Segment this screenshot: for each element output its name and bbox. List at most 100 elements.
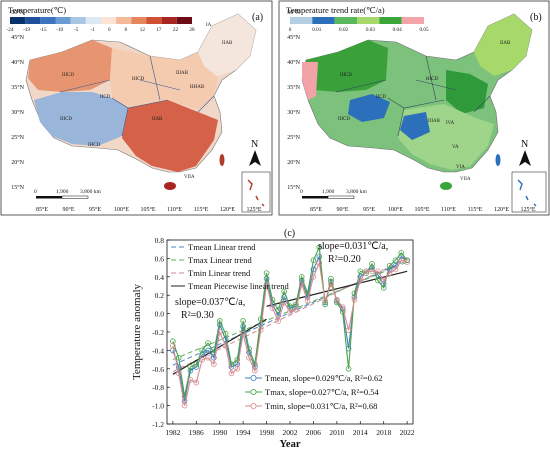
series-legend-marker: [250, 374, 257, 381]
panel_b-lat-label: 25°N: [287, 134, 300, 141]
panel-b-tarim: [348, 94, 390, 122]
panel_a-colorbar-tick: 17: [156, 27, 162, 33]
panel-b-scale-2: 3,800 km: [346, 189, 368, 195]
panel-b-hainan: [440, 182, 452, 190]
data-point: [222, 342, 229, 349]
data-point: [170, 342, 176, 349]
data-point: [386, 262, 393, 269]
y-axis: -1.2 -1.0 -0.8 -0.6 -0.4 -0.2 0.0 0.2 0.4 0.6 0.8: [152, 236, 170, 429]
panel_b-lat-label: 50°N: [287, 9, 300, 16]
panel-b-scale-0: 0: [300, 189, 303, 195]
panel-b-northwest: [304, 40, 388, 92]
panel_a-lon-label: 85°E: [36, 206, 48, 213]
panel-b-region-label: VIIA: [460, 177, 471, 182]
panel-b-region-label: VA: [452, 145, 459, 150]
panel_b-colorbar-swatch: [379, 17, 402, 24]
panel-a-lat-labels: 50°N 45°N 40°N 35°N 30°N 25°N 20°N 15°N: [11, 9, 24, 191]
panel_a-colorbar-swatch: [146, 17, 162, 24]
panel-b-region-label: IVA: [446, 121, 455, 126]
data-point: [181, 402, 188, 409]
panel-c-label: (c): [284, 228, 295, 239]
data-point: [398, 257, 405, 264]
data-point: [199, 356, 205, 363]
data-point: [222, 331, 229, 337]
panel_b-lon-label: 105°E: [414, 206, 429, 213]
panel_a-lon-label: 115°E: [194, 206, 209, 213]
panel_b-colorbar-swatch: [312, 17, 335, 24]
panel_a-colorbar-swatch: [25, 17, 41, 24]
panel_a-colorbar-swatch: [176, 17, 192, 24]
y-tick-label: 0.4: [155, 273, 165, 282]
panel_a-colorbar-tick: -19: [23, 27, 30, 33]
panel-a-region-label: IA: [206, 23, 212, 28]
data-point: [386, 270, 393, 276]
panel_b-lon-label: 85°E: [310, 206, 322, 213]
data-point: [369, 268, 375, 275]
panel_b-lon-label: 110°E: [441, 206, 456, 213]
y-tick-label: 0.6: [155, 254, 165, 263]
data-point: [275, 318, 282, 324]
data-point: [269, 305, 276, 311]
panel_a-colorbar-tick: -5: [74, 27, 79, 33]
data-point: [187, 377, 194, 383]
y-tick-label: 0.2: [155, 291, 165, 300]
panel-a-inset-islands: [247, 179, 265, 207]
y-tick-label: -0.8: [152, 383, 164, 392]
trend-legend-label: Tmax Linear trend: [188, 255, 252, 265]
panel-b-inset: [511, 171, 547, 213]
panel-b-inset-islands: [517, 179, 537, 207]
data-point: [263, 270, 270, 276]
data-point: [216, 318, 223, 324]
data-point: [205, 347, 211, 354]
data-point: [281, 299, 287, 306]
panel-a-region-label: IIIAB: [176, 71, 189, 76]
data-point: [310, 266, 317, 273]
panel_b-lat-label: 35°N: [287, 84, 300, 91]
data-point: [345, 365, 352, 372]
panel-a-scale-0: 0: [34, 189, 37, 195]
panel-a-colorbar: -24 -19 -15 -10 -5 -1 0 8 12 17 22 28: [7, 17, 195, 33]
data-point: [298, 273, 305, 280]
data-point: [357, 268, 364, 275]
panel-b-lon-labels: 85°E 90°E 95°E 100°E 105°E 110°E 115°E 120°E 125…: [310, 206, 536, 213]
data-point: [240, 331, 246, 337]
trend-legend-label: Tmean Piecewise linear trend: [188, 281, 290, 291]
panel_b-lat-label: 45°N: [287, 34, 300, 41]
data-point: [404, 257, 410, 264]
trend-line: [266, 270, 408, 307]
data-point: [345, 327, 352, 333]
panel-b-westedge: [302, 62, 318, 100]
panel-b-taiwan: [495, 154, 501, 166]
panel_a-colorbar-swatch: [85, 17, 101, 24]
data-point: [363, 268, 369, 275]
data-point: [199, 347, 205, 354]
panel_b-colorbar-tick: 0.05: [419, 27, 428, 33]
data-series: [170, 244, 410, 409]
data-point: [293, 301, 299, 308]
data-point: [316, 253, 323, 260]
panel-a-tibet: [34, 92, 128, 146]
x-tick-label: 1990: [212, 428, 227, 437]
x-tick-label: 2006: [306, 428, 321, 437]
panel_b-colorbar-swatch: [401, 17, 424, 24]
panel-a-region-label: IIICD: [60, 117, 72, 122]
y-tick-label: 0.0: [155, 310, 165, 319]
panel_a-colorbar-swatch: [40, 17, 56, 24]
panel_b-lat-label: 30°N: [287, 109, 300, 116]
panel-b-lat-labels: 50°N 45°N 40°N 35°N 30°N 25°N 20°N 15°N: [287, 9, 300, 191]
panel-a-inset: [241, 171, 271, 213]
data-point: [322, 297, 328, 304]
data-point: [175, 370, 182, 377]
data-point: [298, 281, 305, 287]
panel_b-lat-label: 20°N: [287, 159, 300, 166]
panel_a-lat-label: 25°N: [11, 134, 24, 141]
series-legend-label: Tmean, slope=0.029℃/a, R²=0.62: [265, 373, 383, 383]
data-point: [310, 257, 317, 264]
panel-b-northeast: [474, 14, 532, 76]
panel-a: Temperature(℃) -24 -19 -15 -10 -5 -1 0 8 12 17 22 2…: [0, 0, 273, 216]
data-point: [234, 356, 241, 363]
panel_a-lat-label: 15°N: [11, 184, 24, 191]
trend-legend-label: Tmin Linear trend: [188, 268, 251, 278]
panel-a-hainan: [164, 182, 176, 190]
panel_a-colorbar-tick: 8: [125, 27, 128, 33]
